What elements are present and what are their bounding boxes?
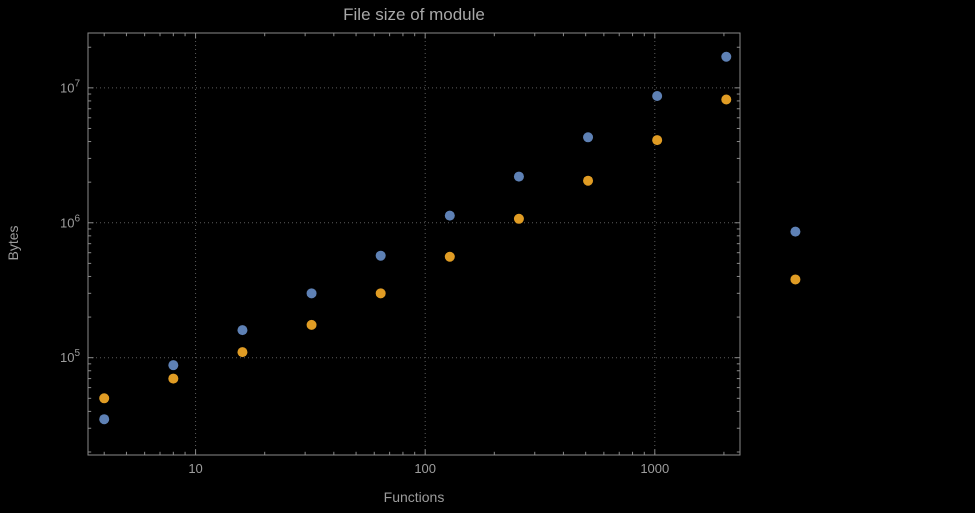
y-tick-label: 105 — [60, 348, 80, 365]
data-point-series-orange — [652, 135, 663, 146]
data-point-series-orange — [99, 393, 110, 404]
data-point-series-orange — [375, 288, 386, 299]
data-point-series-orange — [583, 175, 594, 186]
tick-labels: 10 100 1000 105 106 107 — [60, 78, 669, 476]
chart-title: File size of module — [343, 5, 485, 24]
plot-frame — [87, 32, 741, 456]
data-point-series-blue — [306, 288, 317, 299]
data-point-series-orange — [237, 347, 248, 358]
data-point-series-blue — [513, 171, 524, 182]
frame-rect — [87, 32, 741, 456]
data-point-series-blue — [444, 210, 455, 221]
axis-ticks — [88, 33, 740, 455]
data-point-series-orange — [168, 373, 179, 384]
data-point-series-blue — [583, 132, 594, 143]
data-point-series-orange — [306, 319, 317, 330]
data-point-series-orange — [513, 213, 524, 224]
data-point-series-orange — [444, 251, 455, 262]
grid-lines — [88, 33, 740, 455]
y-tick-label: 107 — [60, 78, 80, 95]
x-axis-label: Functions — [383, 489, 445, 505]
data-point-series-blue — [721, 51, 732, 62]
y-axis-label: Bytes — [5, 225, 21, 261]
data-point-series-orange — [790, 274, 801, 285]
data-point-series-blue — [237, 325, 248, 336]
data-point-series-blue — [375, 250, 386, 261]
data-points — [99, 51, 801, 425]
y-tick-label: 106 — [60, 213, 80, 230]
x-tick-label: 100 — [414, 461, 436, 476]
data-point-series-orange — [721, 94, 732, 105]
data-point-series-blue — [99, 414, 110, 425]
data-point-series-blue — [168, 360, 179, 371]
x-tick-label: 10 — [188, 461, 202, 476]
data-point-series-blue — [652, 91, 663, 102]
x-tick-label: 1000 — [640, 461, 669, 476]
data-point-series-blue — [790, 226, 801, 237]
